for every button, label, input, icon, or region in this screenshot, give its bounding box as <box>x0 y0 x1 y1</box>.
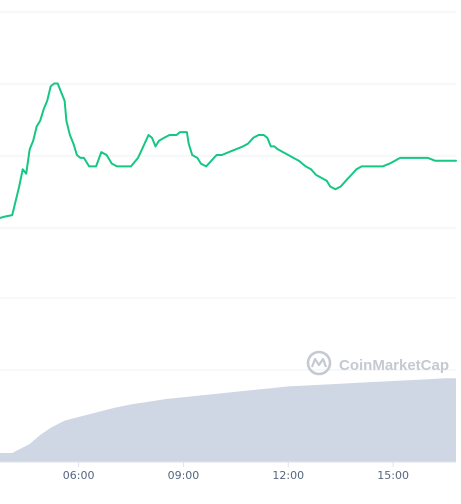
watermark-text: CoinMarketCap <box>339 357 449 374</box>
chart-grid <box>0 11 456 371</box>
volume-series <box>0 378 456 462</box>
x-tick-label: 09:00 <box>168 469 200 482</box>
watermark: CoinMarketCap <box>306 350 449 376</box>
x-tick-label: 15:00 <box>377 469 409 482</box>
x-tick-label: 06:00 <box>63 469 95 482</box>
volume-area <box>0 378 456 462</box>
price-line <box>0 82 457 219</box>
x-tick-label: 12:00 <box>272 469 304 482</box>
coinmarketcap-logo-icon <box>306 350 332 376</box>
x-axis: 06:00 09:00 12:00 15:00 <box>0 461 456 482</box>
price-series <box>0 82 457 219</box>
